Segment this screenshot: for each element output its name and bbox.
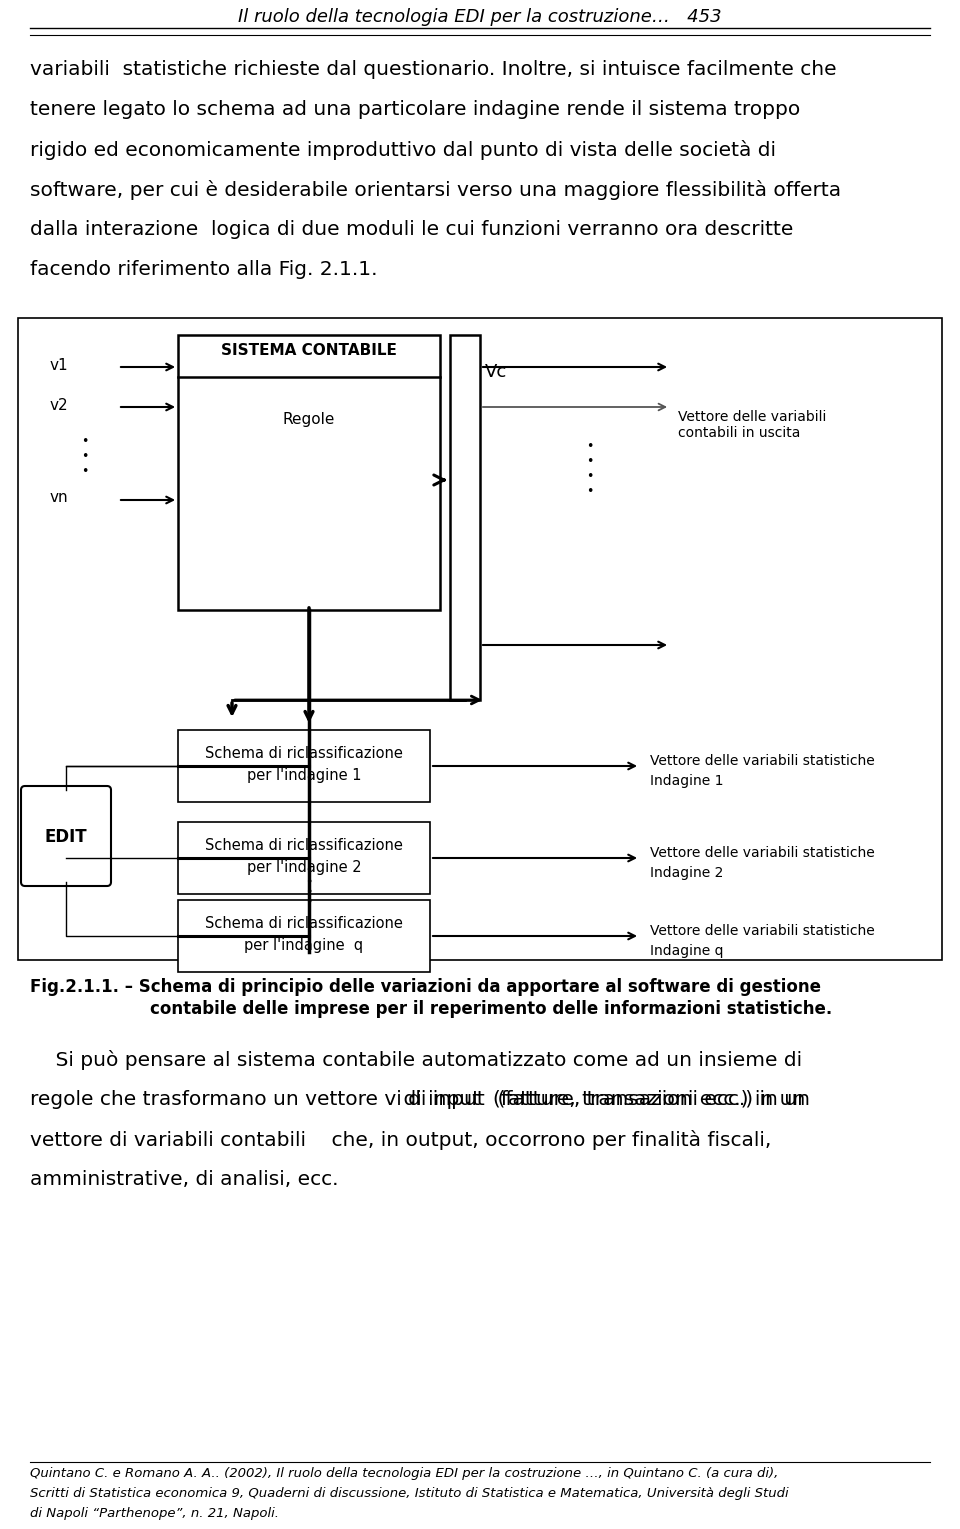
Text: vn: vn [50, 489, 68, 505]
Text: •: • [305, 876, 313, 888]
Text: Vettore delle variabili: Vettore delle variabili [678, 410, 827, 424]
Text: •: • [82, 434, 88, 448]
FancyBboxPatch shape [21, 786, 111, 885]
Text: Schema di riclassificazione: Schema di riclassificazione [205, 746, 403, 761]
Text: variabili  statistiche richieste dal questionario. Inoltre, si intuisce facilmen: variabili statistiche richieste dal ques… [30, 60, 836, 80]
Text: v2: v2 [50, 398, 68, 413]
Text: rigido ed economicamente improduttivo dal punto di vista delle società di: rigido ed economicamente improduttivo da… [30, 141, 776, 161]
Text: di Napoli “Parthenope”, n. 21, Napoli.: di Napoli “Parthenope”, n. 21, Napoli. [30, 1508, 279, 1520]
Bar [178, 335, 440, 610]
Text: •: • [82, 465, 88, 479]
Text: Schema di riclassificazione: Schema di riclassificazione [205, 916, 403, 931]
Text: Vettore delle variabili statistiche: Vettore delle variabili statistiche [650, 754, 875, 768]
Text: vettore di variabili contabili    che, in output, occorrono per finalità fiscali: vettore di variabili contabili che, in o… [30, 1130, 772, 1150]
Text: •: • [82, 450, 88, 463]
Text: Indagine 1: Indagine 1 [650, 774, 724, 787]
Text: •: • [587, 485, 593, 498]
Text: Indagine q: Indagine q [650, 943, 724, 959]
Text: Quintano C. e Romano A. A.. (2002), Il ruolo della tecnologia EDI per la costruz: Quintano C. e Romano A. A.. (2002), Il r… [30, 1466, 779, 1480]
Text: regole che trasformano un vettore    di input  (fatture, transazioni ecc.) in un: regole che trasformano un vettore di inp… [30, 1090, 805, 1109]
Text: Scritti di Statistica economica 9, Quaderni di discussione, Istituto di Statisti: Scritti di Statistica economica 9, Quade… [30, 1488, 788, 1500]
Text: regole che trasformano un vettore vi di input  (fatture, transazioni ecc.) in un: regole che trasformano un vettore vi di … [30, 1090, 810, 1109]
Text: Vettore delle variabili statistiche: Vettore delle variabili statistiche [650, 846, 875, 859]
Bar [450, 335, 480, 700]
Bar [178, 901, 430, 972]
Text: SISTEMA CONTABILE: SISTEMA CONTABILE [221, 342, 396, 358]
Text: •: • [305, 896, 313, 910]
Text: regole che trasformano un vettore: regole che trasformano un vettore [30, 1090, 384, 1109]
Text: Schema di riclassificazione: Schema di riclassificazione [205, 838, 403, 853]
Text: amministrative, di analisi, ecc.: amministrative, di analisi, ecc. [30, 1170, 339, 1190]
Text: EDIT: EDIT [45, 829, 87, 846]
Text: •: • [305, 885, 313, 899]
Text: Indagine 2: Indagine 2 [650, 865, 724, 881]
Text: v1: v1 [50, 358, 68, 373]
Text: Si può pensare al sistema contabile automatizzato come ad un insieme di: Si può pensare al sistema contabile auto… [30, 1050, 803, 1070]
Bar [18, 318, 942, 960]
Text: regole che trasformano un vettore: regole che trasformano un vettore [30, 1090, 384, 1109]
Text: facendo riferimento alla Fig. 2.1.1.: facendo riferimento alla Fig. 2.1.1. [30, 260, 377, 278]
Text: Il ruolo della tecnologia EDI per la costruzione…   453: Il ruolo della tecnologia EDI per la cos… [238, 8, 722, 26]
Text: software, per cui è desiderabile orientarsi verso una maggiore flessibilità offe: software, per cui è desiderabile orienta… [30, 180, 841, 200]
Bar [178, 729, 430, 803]
Text: •: • [587, 440, 593, 453]
Text: contabili in uscita: contabili in uscita [678, 427, 801, 440]
Text: per l'indagine 1: per l'indagine 1 [247, 768, 361, 783]
Text: Vc: Vc [485, 362, 507, 381]
Text: •: • [587, 469, 593, 483]
Text: •: • [587, 456, 593, 468]
Text: Fig.2.1.1. – Schema di principio delle variazioni da apportare al software di ge: Fig.2.1.1. – Schema di principio delle v… [30, 979, 821, 995]
Text: per l'indagine  q: per l'indagine q [245, 937, 364, 953]
Bar [178, 823, 430, 894]
Text: regole che trasformano un vettore: regole che trasformano un vettore [30, 1090, 437, 1109]
Text: dalla interazione  logica di due moduli le cui funzioni verranno ora descritte: dalla interazione logica di due moduli l… [30, 220, 793, 239]
Text: tenere legato lo schema ad una particolare indagine rende il sistema troppo: tenere legato lo schema ad una particola… [30, 99, 801, 119]
Text: Regole: Regole [283, 411, 335, 427]
Text: Vettore delle variabili statistiche: Vettore delle variabili statistiche [650, 924, 875, 937]
Text: per l'indagine 2: per l'indagine 2 [247, 859, 361, 875]
Text: contabile delle imprese per il reperimento delle informazioni statistiche.: contabile delle imprese per il reperimen… [150, 1000, 832, 1018]
